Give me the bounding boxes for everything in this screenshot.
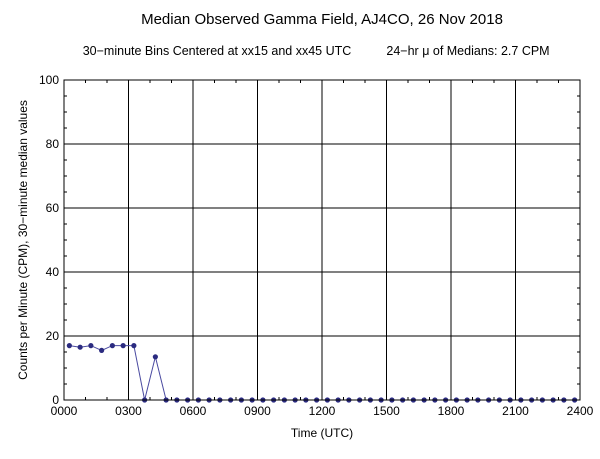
y-axis-label: Counts per Minute (CPM), 30−minute media… [16, 100, 30, 380]
x-tick-label: 1800 [438, 404, 465, 418]
x-tick-label: 2400 [567, 404, 594, 418]
x-tick-label: 1200 [309, 404, 336, 418]
x-tick-label: 0600 [180, 404, 207, 418]
data-point [152, 354, 158, 360]
x-tick-label: 0000 [51, 404, 78, 418]
y-tick-label: 0 [52, 393, 59, 407]
y-tick-labels: 0 20 40 60 80 100 [39, 73, 59, 407]
x-tick-label: 2100 [502, 404, 529, 418]
y-tick-label: 20 [46, 329, 60, 343]
chart-subtitle-bins: 30−minute Bins Centered at xx15 and xx45… [83, 44, 352, 58]
grid [64, 80, 580, 400]
data-point [109, 343, 115, 349]
y-tick-label: 40 [46, 265, 60, 279]
data-point [99, 347, 105, 353]
plot-area-frame [63, 79, 581, 401]
y-tick-label: 100 [39, 73, 59, 87]
chart-subtitle-mean: 24−hr μ of Medians: 2.7 CPM [386, 44, 549, 58]
y-tick-label: 60 [46, 201, 60, 215]
data-point [131, 343, 137, 349]
x-tick-label: 0900 [244, 404, 271, 418]
data-point [120, 343, 126, 349]
x-axis-label: Time (UTC) [291, 426, 353, 440]
data-point [66, 343, 72, 349]
data-point [88, 343, 94, 349]
x-tick-label: 1500 [373, 404, 400, 418]
x-tick-label: 0300 [115, 404, 142, 418]
chart-title: Median Observed Gamma Field, AJ4CO, 26 N… [141, 11, 503, 28]
x-tick-labels: 0000 0300 0600 0900 1200 1500 1800 2100 2400 [51, 404, 594, 418]
data-point [77, 344, 83, 350]
y-tick-label: 80 [46, 137, 60, 151]
